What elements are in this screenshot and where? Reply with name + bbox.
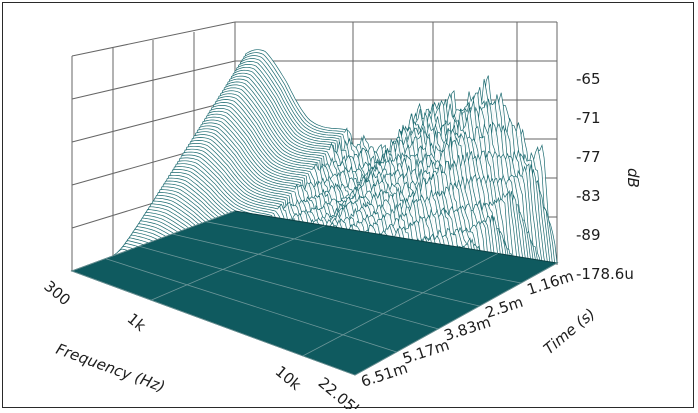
- z-tick-label: -77: [576, 148, 601, 166]
- floor-grid-line: [105, 258, 397, 353]
- y-axis-label: Time (s): [540, 305, 599, 358]
- floor-grid: [71, 210, 558, 376]
- z-tick-label: -71: [576, 109, 601, 127]
- floor-grid-line: [138, 245, 439, 330]
- floor-grid-line: [205, 221, 522, 284]
- x-tick-label: 22.05k: [315, 374, 366, 409]
- z-axis-ticks: -65 -71 -77 -83 -89 -178.6u: [576, 70, 634, 283]
- floor-grid-line: [354, 262, 558, 376]
- x-tick-label: 300: [40, 277, 74, 309]
- floor-grid-line: [151, 225, 326, 301]
- z-axis-label: dB: [624, 168, 642, 188]
- floor-grid-line: [172, 233, 480, 307]
- z-tick-label: -178.6u: [576, 265, 634, 283]
- grid-line: [71, 60, 236, 100]
- grid-line: [71, 21, 236, 57]
- x-axis-label: Frequency (Hz): [54, 340, 168, 396]
- grid-line: [71, 99, 236, 143]
- z-tick-label: -89: [576, 226, 601, 244]
- x-tick-label: 1k: [124, 310, 150, 336]
- x-tick-label: 10k: [272, 362, 305, 394]
- z-tick-label: -65: [576, 70, 601, 88]
- z-tick-label: -83: [576, 187, 601, 205]
- floor-grid-line: [302, 253, 498, 357]
- floor-grid-line: [71, 270, 356, 376]
- floor-grid-line: [71, 210, 236, 272]
